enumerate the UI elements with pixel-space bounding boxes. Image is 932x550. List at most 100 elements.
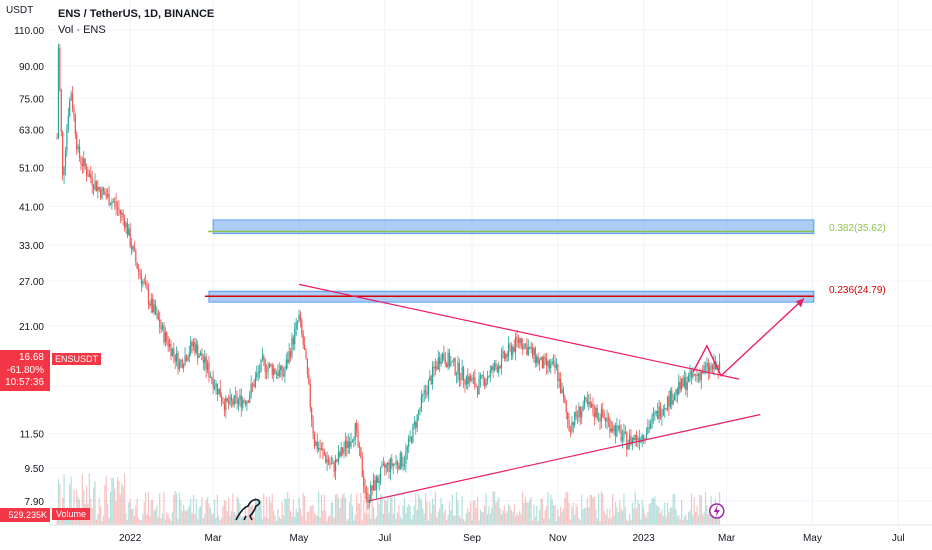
candle-body: [440, 361, 442, 365]
volume-bar: [364, 513, 366, 525]
volume-bar: [398, 505, 400, 525]
volume-bar: [128, 502, 130, 525]
volume-bar: [614, 502, 617, 525]
candle-body: [284, 369, 286, 376]
candle-body: [569, 430, 572, 432]
candle-body: [315, 441, 317, 446]
price-change: -61.80%: [6, 364, 44, 376]
candle-body: [240, 395, 242, 408]
candle-body: [391, 458, 393, 467]
y-axis-ticks: 110.00 90.00 75.00 63.00 51.00 41.00 33.00 27.0…: [14, 26, 44, 508]
candle-body: [112, 201, 114, 203]
volume-bar: [454, 515, 456, 525]
candle-body: [264, 359, 266, 372]
candle-body: [439, 357, 441, 365]
volume-bar: [371, 496, 373, 525]
volume-bar: [108, 517, 110, 525]
volume-bar: [289, 510, 292, 525]
volume-bar: [76, 489, 78, 525]
candle-body: [550, 363, 552, 369]
candle-body: [250, 383, 252, 395]
x-tick-label: Jul: [378, 533, 391, 544]
volume-bar: [59, 483, 61, 525]
volume-bar: [119, 494, 121, 525]
candle-body: [358, 445, 361, 448]
candle-body: [188, 352, 190, 359]
volume-bar: [605, 515, 607, 525]
volume-bar: [284, 498, 286, 525]
candle-body: [153, 304, 155, 313]
volume-bar: [633, 507, 635, 525]
volume-bar: [641, 499, 643, 525]
volume-bar: [686, 519, 688, 525]
candle-body: [681, 378, 683, 390]
volume-bar: [533, 504, 535, 525]
volume-bar: [143, 502, 145, 525]
candle-body: [368, 499, 370, 503]
volume-bar: [668, 512, 670, 525]
candle-body: [704, 366, 707, 368]
volume-bar: [387, 497, 389, 525]
candle-body: [416, 414, 418, 428]
candle-body: [429, 376, 431, 381]
candle-body: [204, 356, 206, 363]
candle-body: [230, 396, 233, 401]
candle-body: [309, 384, 311, 408]
volume-bar: [547, 491, 549, 525]
volume-bar: [122, 486, 124, 525]
y-tick-label: 75.00: [19, 94, 44, 105]
candle-body: [93, 185, 95, 190]
volume-bar: [206, 497, 209, 525]
volume-bar: [192, 495, 195, 525]
candle-body: [527, 347, 529, 355]
volume-bar: [702, 514, 704, 525]
candle-body: [226, 397, 228, 402]
candle-body: [523, 343, 525, 349]
candle-body: [219, 388, 221, 398]
candle-body: [253, 383, 255, 387]
candle-body: [598, 418, 600, 420]
lightning-glyph: [713, 505, 720, 517]
volume-bar: [621, 510, 624, 525]
candle-body: [444, 359, 446, 364]
candle-body: [717, 364, 719, 370]
volume-bar: [437, 511, 439, 525]
candle-body: [647, 427, 649, 434]
volume-bar: [665, 516, 667, 525]
volume-bar: [194, 514, 196, 525]
candle-body: [576, 416, 579, 418]
candle-body: [454, 358, 456, 375]
candle-body: [274, 368, 276, 374]
candle-body: [665, 408, 667, 410]
candle-body: [457, 362, 459, 375]
volume-bar: [643, 507, 645, 525]
volume-bar: [334, 494, 337, 525]
candle-body: [398, 465, 400, 470]
volume-bar: [517, 515, 520, 525]
volume-bar: [537, 520, 539, 525]
candle-body: [658, 406, 660, 419]
candle-body: [520, 338, 522, 347]
candle-body: [572, 422, 574, 426]
candle-body: [242, 400, 244, 408]
volume-bar: [351, 505, 354, 525]
volume-bar: [416, 509, 418, 525]
volume-bar: [244, 506, 247, 525]
indicator-label[interactable]: Vol · ENS: [58, 24, 106, 36]
volume-bar: [408, 504, 410, 525]
candle-body: [387, 462, 389, 466]
candle-body: [128, 228, 130, 236]
candle-body: [121, 213, 123, 215]
volume-bar: [236, 496, 238, 525]
chart-title: ENS / TetherUS, 1D, BINANCE: [58, 8, 215, 20]
volume-bar: [620, 508, 622, 525]
volume-bar: [271, 493, 273, 525]
candle-body: [350, 441, 352, 447]
volume-bar: [429, 501, 431, 525]
volume-bar: [180, 499, 182, 525]
candle-body: [209, 377, 211, 378]
volume-bar: [63, 474, 65, 525]
candle-body: [662, 409, 664, 416]
volume-bar: [427, 520, 430, 525]
